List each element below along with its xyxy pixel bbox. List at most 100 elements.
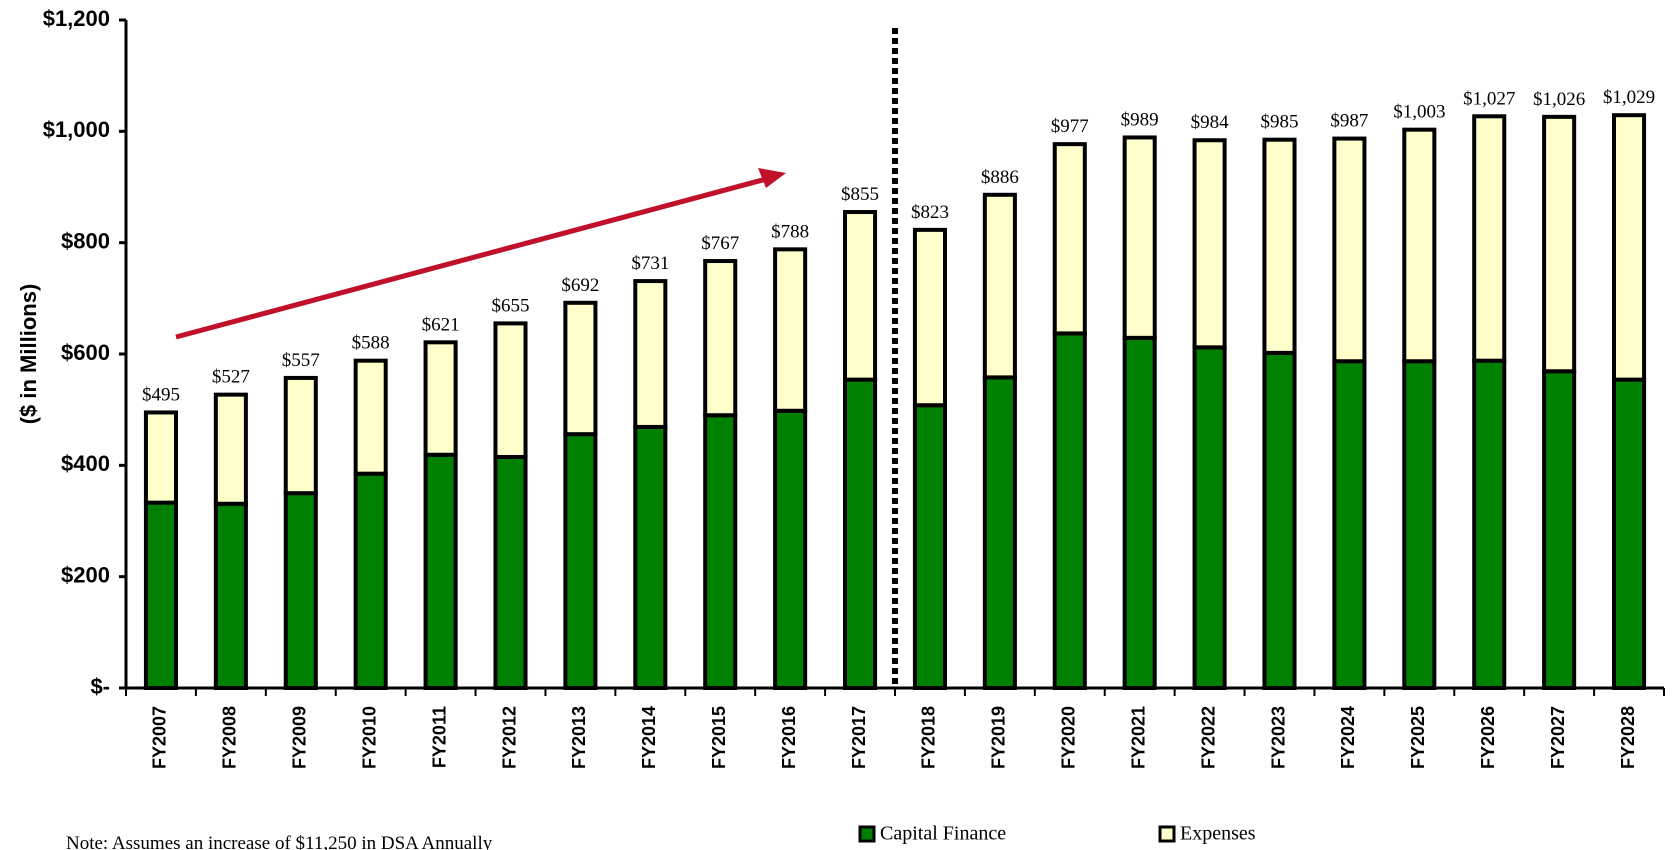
total-label: $989 — [1121, 109, 1159, 130]
total-label: $1,026 — [1533, 89, 1585, 110]
bar-segment — [353, 358, 388, 476]
bar-segment — [563, 432, 598, 690]
bar-segment — [1332, 359, 1367, 690]
total-label: $692 — [561, 275, 599, 296]
total-label: $855 — [841, 184, 879, 205]
x-tick-label: FY2022 — [1198, 706, 1218, 769]
trend-arrow — [175, 175, 771, 340]
x-tick-label: FY2010 — [359, 706, 379, 769]
bar-segment — [1192, 138, 1227, 350]
bar-segment — [283, 375, 318, 496]
bar-segment — [1612, 377, 1647, 690]
bar-segment — [1262, 350, 1297, 690]
x-tick-label: FY2011 — [429, 706, 449, 768]
legend-label: Capital Finance — [880, 823, 1006, 845]
y-tick-label: $400 — [61, 451, 110, 476]
total-label: $985 — [1261, 112, 1299, 133]
bar-segment — [1472, 114, 1507, 363]
bar-segment — [982, 375, 1017, 690]
bar-segment — [843, 377, 878, 690]
x-tick-label: FY2021 — [1128, 706, 1148, 769]
total-label: $495 — [142, 384, 180, 405]
total-label: $823 — [911, 202, 949, 223]
bar-segment — [563, 300, 598, 437]
x-tick-label: FY2027 — [1548, 706, 1568, 769]
bar-segment — [773, 247, 808, 413]
total-label: $1,027 — [1463, 88, 1515, 109]
note: Note: Assumes an increase of $11,250 in … — [66, 833, 493, 850]
total-label: $731 — [631, 253, 669, 274]
legend-label: Expenses — [1180, 823, 1256, 845]
bar-segment — [423, 452, 458, 690]
x-tick-label: FY2028 — [1618, 706, 1638, 769]
y-tick-label: $200 — [61, 562, 110, 587]
bar-segment — [1122, 135, 1157, 340]
bar-segment — [283, 491, 318, 690]
bar-segment — [423, 340, 458, 457]
arrow-head — [758, 168, 786, 188]
y-tick-label: $1,200 — [43, 6, 110, 31]
bar-segment — [703, 259, 738, 418]
bar-segment — [1122, 335, 1157, 690]
bar-segment — [143, 410, 178, 505]
bar-segment — [773, 408, 808, 690]
x-tick-label: FY2020 — [1059, 706, 1079, 769]
x-tick-label: FY2008 — [220, 706, 240, 769]
bar-segment — [1542, 369, 1577, 690]
bar-segment — [1402, 359, 1437, 690]
bar-segment — [493, 321, 528, 459]
bar-segment — [1052, 142, 1087, 336]
total-label: $557 — [282, 350, 320, 371]
x-tick-label: FY2023 — [1268, 706, 1288, 769]
y-tick-label: $1,000 — [43, 117, 110, 142]
bar-segment — [912, 227, 947, 408]
bar-segment — [912, 403, 947, 690]
y-axis-title: ($ in Millions) — [16, 284, 41, 425]
bar-segment — [1542, 114, 1577, 374]
bar-segment — [213, 501, 248, 691]
bar-segment — [1402, 127, 1437, 364]
bar-segment — [1472, 358, 1507, 690]
total-label: $977 — [1051, 116, 1089, 137]
bar-segment — [1262, 137, 1297, 355]
x-tick-label: FY2009 — [290, 706, 310, 769]
legend-swatch — [1158, 825, 1176, 843]
bar-segment — [843, 210, 878, 382]
bar-segment — [633, 424, 668, 690]
x-tick-label: FY2018 — [919, 706, 939, 769]
total-label: $621 — [422, 314, 460, 335]
legend-swatch — [858, 825, 876, 843]
bar-segment — [982, 192, 1017, 380]
x-tick-label: FY2017 — [849, 706, 869, 769]
x-tick-label: FY2016 — [779, 706, 799, 769]
bar-segment — [1612, 113, 1647, 382]
y-tick-label: $800 — [61, 228, 110, 253]
y-tick-label: $- — [90, 674, 110, 699]
y-tick-label: $600 — [61, 340, 110, 365]
x-tick-label: FY2012 — [499, 706, 519, 769]
total-label: $588 — [352, 333, 390, 354]
total-label: $886 — [981, 167, 1019, 188]
total-label: $655 — [492, 295, 530, 316]
total-label: $767 — [701, 233, 739, 254]
total-label: $984 — [1191, 112, 1230, 133]
x-tick-label: FY2026 — [1478, 706, 1498, 769]
bar-segment — [353, 471, 388, 690]
x-tick-label: FY2014 — [639, 706, 659, 769]
x-tick-label: FY2007 — [150, 706, 170, 769]
bar-segment — [633, 279, 668, 429]
x-tick-label: FY2013 — [569, 706, 589, 769]
x-tick-label: FY2025 — [1408, 706, 1428, 769]
bar-segment — [1192, 345, 1227, 690]
bar-segment — [1052, 331, 1087, 690]
bar-segment — [493, 454, 528, 690]
bar-segment — [1332, 136, 1367, 364]
total-label: $788 — [771, 221, 809, 242]
total-label: $527 — [212, 367, 250, 388]
x-tick-label: FY2015 — [709, 706, 729, 769]
total-label: $1,003 — [1393, 102, 1445, 123]
bar-segment — [213, 392, 248, 506]
total-label: $1,029 — [1603, 87, 1655, 108]
bar-segment — [143, 500, 178, 690]
